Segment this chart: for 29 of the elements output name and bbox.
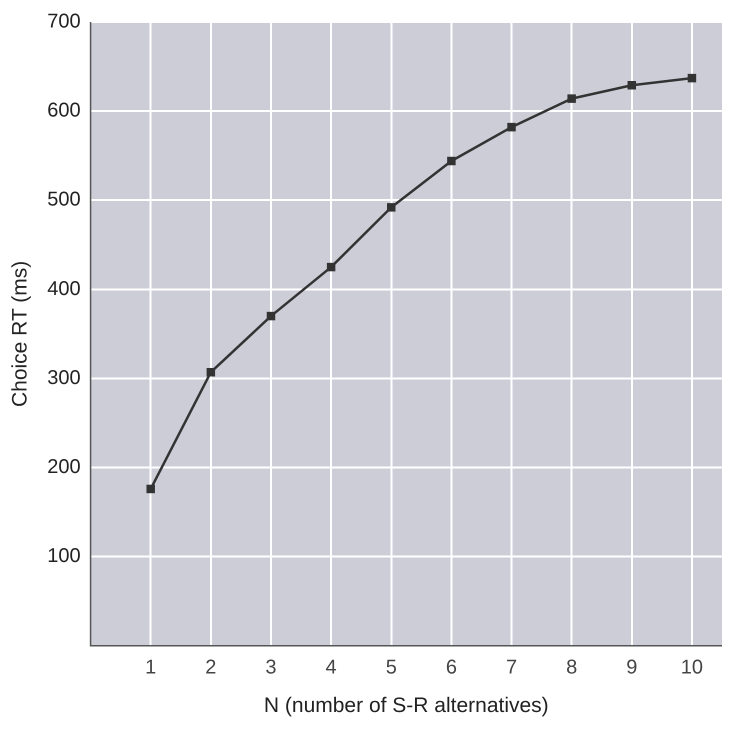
x-tick-label: 7 [506,656,518,678]
point [206,368,216,376]
y-tick-label: 200 [47,456,81,478]
point [507,122,516,132]
x-tick-label: 2 [205,656,216,678]
y-tick-label: 100 [47,545,81,568]
point [567,94,576,103]
x-tick-label: 5 [386,656,397,678]
point [628,81,636,90]
point [447,156,456,166]
x-tick-label: 1 [145,656,156,678]
y-tick-label: 600 [47,100,81,122]
point [266,312,276,320]
x-tick-label: 4 [326,656,337,678]
x-tick-label: 10 [680,656,704,678]
x-tick-label: 9 [626,656,638,678]
x-tick-label: 8 [566,656,578,678]
x-tick-label: 6 [446,656,457,678]
y-tick-label: 700 [47,10,81,33]
point [387,203,396,212]
point [326,262,336,272]
y-tick-label: 500 [47,188,81,211]
y-tick-label: 400 [47,278,81,300]
point [688,74,696,82]
x-tick-label: 3 [265,656,277,678]
y-tick-label: 300 [47,366,81,389]
y-axis-title: Choice RT (ms) [8,260,32,408]
x-axis-title: N (number of S-R alternatives) [264,694,549,718]
point [146,484,155,494]
